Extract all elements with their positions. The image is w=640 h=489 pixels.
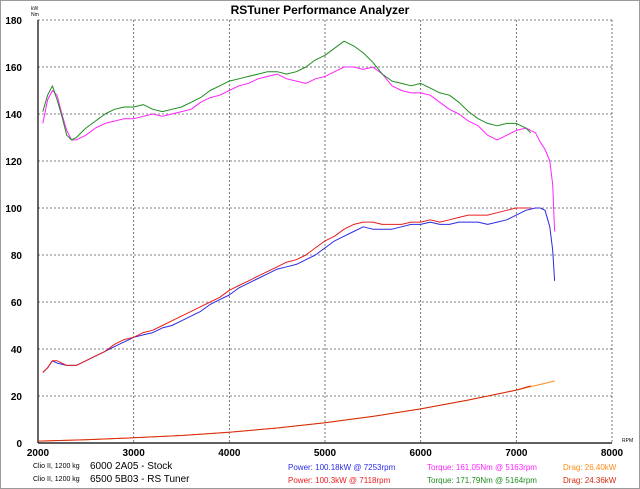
- legend-torque: Torque: 161.05Nm @ 5163rpm: [427, 463, 537, 472]
- y-tick-label: 180: [5, 16, 22, 27]
- axis-labels: 2000 3000 4000 5000 6000 7000 8000 0 20 40 60 80 100…: [5, 6, 633, 459]
- series-line-3: [42, 207, 531, 373]
- series-lines: [37, 40, 556, 442]
- legend-car: Clio II, 1200 kg: [33, 476, 80, 483]
- legend-car: Clio II, 1200 kg: [33, 463, 80, 470]
- y-unit-label: Nm: [31, 12, 39, 18]
- series-line-0: [42, 66, 556, 232]
- legend-drag: Drag: 26.40kW: [563, 463, 617, 472]
- legend-torque: Torque: 171.79Nm @ 5164rpm: [427, 476, 537, 485]
- y-tick-label: 120: [5, 157, 22, 168]
- x-tick-label: 3000: [123, 448, 146, 459]
- chart-title: RSTuner Performance Analyzer: [230, 3, 410, 17]
- y-tick-label: 160: [5, 63, 22, 74]
- y-tick-label: 0: [16, 439, 22, 450]
- x-tick-label: 6000: [410, 448, 433, 459]
- series-line-2: [42, 207, 556, 373]
- legend-drag: Drag: 24.36kW: [563, 476, 617, 485]
- series-line-5: [37, 385, 531, 442]
- y-tick-label: 40: [11, 345, 23, 356]
- y-tick-label: 140: [5, 110, 22, 121]
- x-tick-label: 5000: [314, 448, 337, 459]
- y-tick-label: 20: [11, 392, 23, 403]
- grid: [38, 19, 613, 443]
- x-tick-label: 2000: [27, 448, 50, 459]
- y-unit-label: kW: [31, 6, 39, 12]
- legend-power: Power: 100.18kW @ 7253rpm: [288, 463, 396, 472]
- legend-run-name: 6500 5B03 - RS Tuner: [90, 474, 190, 485]
- y-tick-label: 80: [11, 251, 23, 262]
- y-tick-label: 100: [5, 204, 22, 215]
- series-line-4: [37, 380, 555, 442]
- x-axis-label: RPM: [622, 438, 633, 444]
- x-tick-label: 7000: [505, 448, 528, 459]
- legend-run-name: 6000 2A05 - Stock: [90, 461, 173, 472]
- x-tick-label: 8000: [601, 448, 624, 459]
- y-tick-label: 60: [11, 298, 23, 309]
- series-line-1: [42, 40, 532, 141]
- legend-power: Power: 100.3kW @ 7118rpm: [288, 476, 391, 485]
- x-tick-label: 4000: [218, 448, 241, 459]
- axes: [37, 20, 612, 444]
